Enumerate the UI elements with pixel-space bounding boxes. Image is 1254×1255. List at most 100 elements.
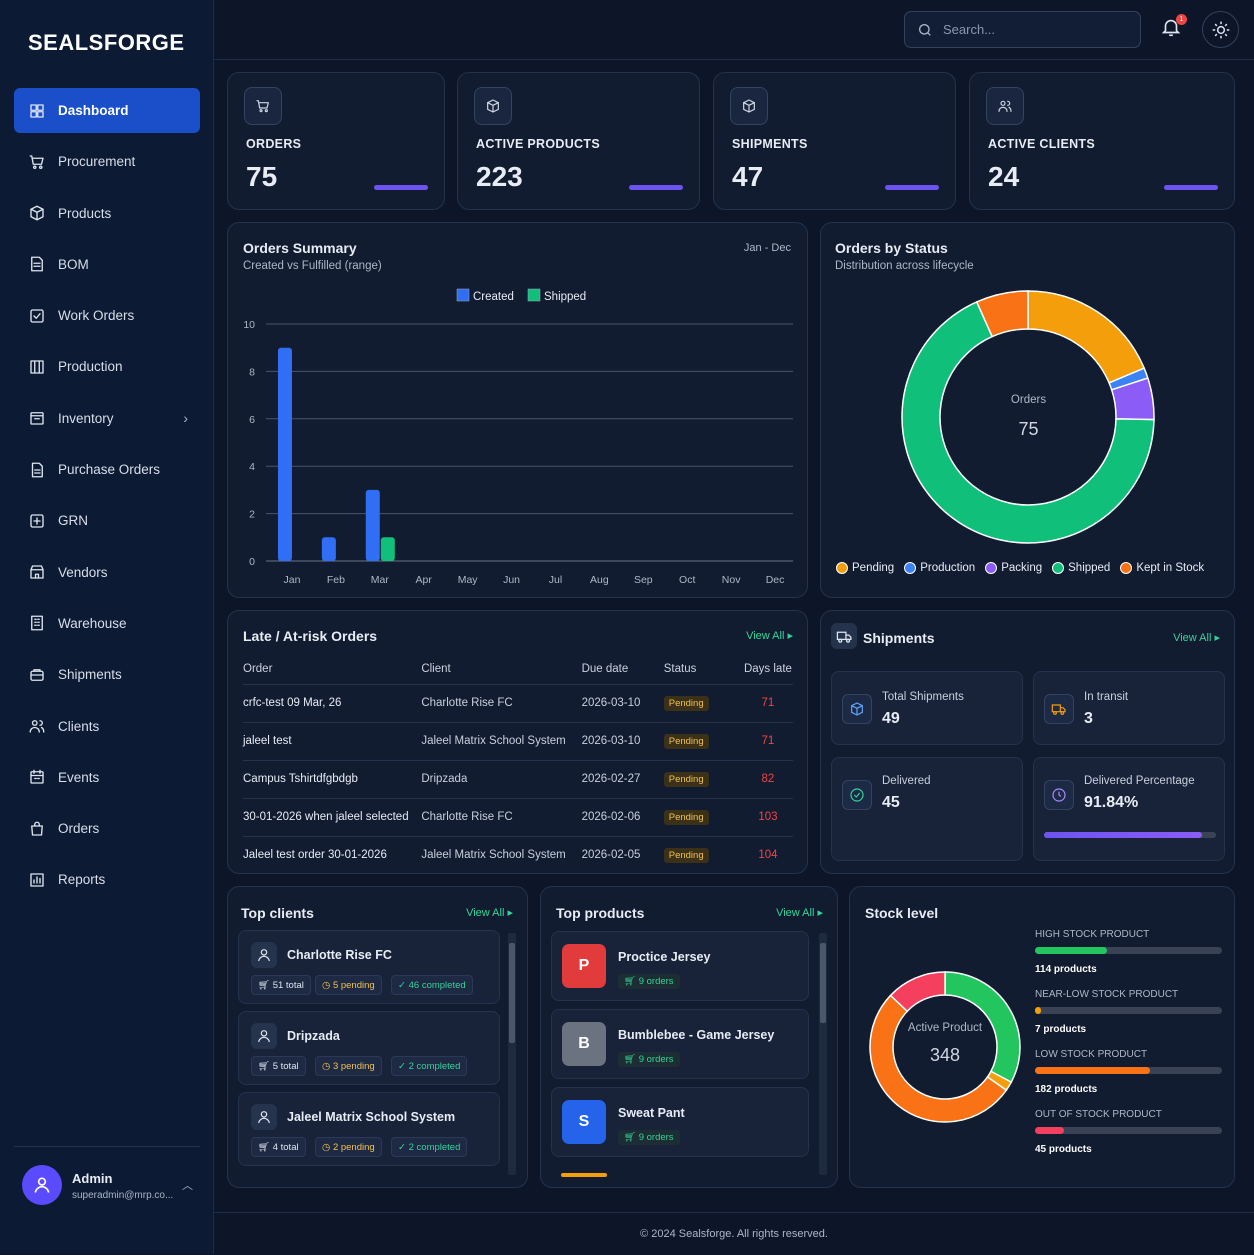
product-item[interactable]: P Proctice Jersey 🛒︎ 9 orders xyxy=(551,931,809,1001)
sidebar-item-inventory[interactable]: Inventory › xyxy=(14,396,200,441)
status-cell: Pending xyxy=(663,721,743,760)
top-clients-card: Top clients View All ▸ Charlotte Rise FC… xyxy=(227,886,528,1188)
slice-low-stock-product[interactable] xyxy=(869,994,1008,1123)
legend-dot xyxy=(836,562,848,574)
delivered-value: 45 xyxy=(882,794,900,811)
sidebar-item-grn[interactable]: GRN xyxy=(14,498,200,543)
total-shipments-tile: Total Shipments 49 xyxy=(831,671,1023,745)
top-products-card: Top products View All ▸ P Proctice Jersey… xyxy=(540,886,838,1188)
status-badge: Pending xyxy=(663,695,709,711)
stat-card-orders[interactable]: ORDERS 75 xyxy=(227,72,445,210)
slice-pending[interactable] xyxy=(1027,290,1146,384)
stat-card-active-clients[interactable]: ACTIVE CLIENTS 24 xyxy=(969,72,1235,210)
x-tick-label: Sep xyxy=(634,574,653,586)
top-clients-title: Top clients xyxy=(241,905,314,921)
legend-swatch[interactable] xyxy=(527,288,541,302)
status-cell: Pending xyxy=(663,759,743,798)
sidebar-item-events[interactable]: Events xyxy=(14,755,200,800)
legend-dot xyxy=(1052,562,1065,574)
total-shipments-value: 49 xyxy=(882,710,900,727)
legend-item[interactable]: Packing xyxy=(985,562,1042,574)
late-orders-view-all-link[interactable]: View All ▸ xyxy=(746,630,793,642)
top-clients-view-all-link[interactable]: View All ▸ xyxy=(466,907,513,919)
orders-by-status-subtitle: Distribution across lifecycle xyxy=(835,260,974,272)
brand-logo[interactable]: SEALSFORGE xyxy=(28,30,185,55)
order-cell: Campus Tshirtdfgbdgb xyxy=(243,759,422,798)
topbar: Search... 1 xyxy=(214,0,1254,60)
truck-icon xyxy=(1044,694,1074,724)
client-name: Dripzada xyxy=(287,1029,340,1043)
sidebar-item-bom[interactable]: BOM xyxy=(14,242,200,287)
chip-text: 3 pending xyxy=(332,1060,375,1072)
client-item[interactable]: Dripzada 🛒︎ 5 total ◷ 3 pending ✓ 2 complet… xyxy=(238,1011,500,1085)
legend-dot xyxy=(904,562,917,574)
x-tick-label: Mar xyxy=(371,574,390,586)
sidebar-item-production[interactable]: Production xyxy=(14,344,200,389)
legend-item[interactable]: Kept in Stock xyxy=(1120,562,1204,574)
bar-created-jan[interactable] xyxy=(277,347,292,561)
stat-card-shipments[interactable]: SHIPMENTS 47 xyxy=(713,72,956,210)
bar-shipped-mar[interactable] xyxy=(380,537,395,561)
sidebar-item-products[interactable]: Products xyxy=(14,191,200,236)
theme-toggle-button[interactable] xyxy=(1202,11,1239,48)
notification-badge: 1 xyxy=(1176,14,1187,25)
orders-summary-subtitle: Created vs Fulfilled (range) xyxy=(243,260,382,272)
in-transit-label: In transit xyxy=(1084,691,1129,703)
view-all-label: View All xyxy=(1173,632,1212,644)
in-transit-tile: In transit 3 xyxy=(1033,671,1225,745)
bag-icon xyxy=(31,821,43,836)
stock-level-label: NEAR-LOW STOCK PRODUCT xyxy=(1035,989,1179,1000)
legend-item[interactable]: Pending xyxy=(836,562,894,574)
bell-icon[interactable] xyxy=(1160,16,1182,43)
legend-item[interactable]: Shipped xyxy=(1052,562,1110,574)
sidebar-item-reports[interactable]: Reports xyxy=(14,857,200,902)
table-row[interactable]: Campus Tshirtdfgbdgb Dripzada 2026-02-27 Pe… xyxy=(243,759,793,798)
cart-icon: 🛒︎ xyxy=(258,1060,273,1072)
column-header: Order xyxy=(243,662,273,675)
sidebar-item-vendors[interactable]: Vendors xyxy=(14,550,200,595)
top-products-title: Top products xyxy=(556,905,645,921)
client-item[interactable]: Jaleel Matrix School System 🛒︎ 4 total ◷ 2… xyxy=(238,1092,500,1166)
sidebar-item-work-orders[interactable]: Work Orders xyxy=(14,293,200,338)
late-orders-table: Order Client Due date Status Days late crfc-… xyxy=(243,654,793,874)
legend-item[interactable]: Production xyxy=(904,562,975,574)
top-products-view-all-link[interactable]: View All ▸ xyxy=(776,907,823,919)
sidebar-item-purchase-orders[interactable]: Purchase Orders xyxy=(14,447,200,492)
sidebar-item-warehouse[interactable]: Warehouse xyxy=(14,601,200,646)
sidebar-item-dashboard[interactable]: Dashboard xyxy=(14,88,200,133)
sidebar-item-shipments[interactable]: Shipments xyxy=(14,652,200,697)
product-item[interactable]: S Sweat Pant 🛒︎ 9 orders xyxy=(551,1087,809,1157)
product-item[interactable]: B Bumblebee - Game Jersey 🛒︎ 9 orders xyxy=(551,1009,809,1079)
chevron-up-icon[interactable]: ︿ xyxy=(182,1180,193,1192)
client-item[interactable]: Charlotte Rise FC 🛒︎ 51 total ◷ 5 pending ✓… xyxy=(238,930,500,1004)
days-late-cell: 71 xyxy=(742,683,793,722)
sidebar-item-procurement[interactable]: Procurement xyxy=(14,139,200,184)
table-row[interactable]: jaleel test Jaleel Matrix School System 20… xyxy=(243,721,793,760)
legend-swatch[interactable] xyxy=(456,288,470,302)
sidebar-item-clients[interactable]: Clients xyxy=(14,704,200,749)
user-menu[interactable]: Admin superadmin@mrp.co... ︿ xyxy=(14,1146,200,1246)
chip-text: 2 completed xyxy=(408,1060,461,1072)
client-total-chip: 🛒︎ 5 total xyxy=(251,1056,306,1076)
column-header: Status xyxy=(663,662,697,675)
stat-value: 223 xyxy=(476,161,523,192)
bar-created-feb[interactable] xyxy=(321,537,336,561)
shipments-view-all-link[interactable]: View All ▸ xyxy=(1173,632,1220,644)
slice-shipped[interactable] xyxy=(901,300,1155,544)
search-input[interactable]: Search... xyxy=(904,11,1141,48)
table-row[interactable]: 30-01-2026 when jaleel selected Charlotte… xyxy=(243,797,793,836)
slice-kept-in-stock[interactable] xyxy=(975,290,1029,338)
product-avatar: B xyxy=(562,1022,606,1066)
legend-label: Shipped xyxy=(544,291,586,303)
slice-out-of-stock-product[interactable] xyxy=(889,971,946,1013)
table-row[interactable]: Jaleel test order 30-01-2026 Jaleel Matri… xyxy=(243,835,793,874)
status-badge: Pending xyxy=(663,809,709,825)
bar-created-mar[interactable] xyxy=(365,489,380,561)
stock-level-bar xyxy=(1035,1067,1222,1074)
scrollbar[interactable] xyxy=(819,933,827,1175)
table-row[interactable]: crfc-test 09 Mar, 26 Charlotte Rise FC 202… xyxy=(243,683,793,722)
scrollbar[interactable] xyxy=(508,933,516,1175)
stat-card-active-products[interactable]: ACTIVE PRODUCTS 223 xyxy=(457,72,700,210)
sidebar-item-orders[interactable]: Orders xyxy=(14,806,200,851)
chart-icon xyxy=(30,873,44,887)
